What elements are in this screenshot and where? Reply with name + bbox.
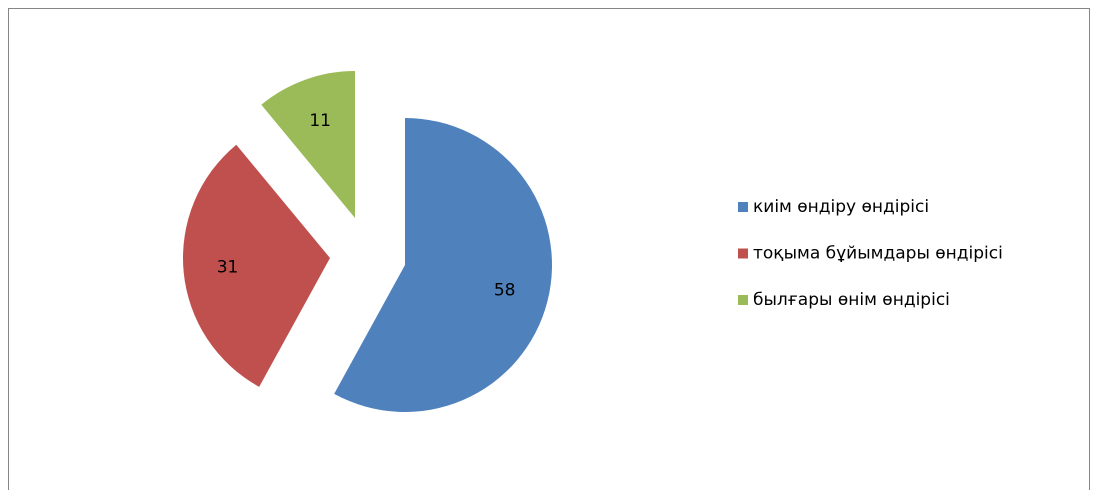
data-label: 11: [309, 111, 331, 131]
pie-slice: [334, 118, 552, 412]
legend-swatch: [738, 202, 748, 212]
legend-swatch: [738, 295, 748, 305]
pie-slice: [261, 71, 355, 218]
legend-swatch: [738, 248, 748, 259]
pie-slice: [183, 144, 330, 387]
data-label: 58: [494, 281, 516, 301]
legend-label: киім өндіру өндірісі: [753, 197, 929, 217]
legend-label: былғары өнім өндірісі: [753, 290, 950, 310]
data-label: 31: [217, 258, 239, 278]
legend-label: тоқыма бұйымдары өндірісі: [753, 244, 1003, 264]
